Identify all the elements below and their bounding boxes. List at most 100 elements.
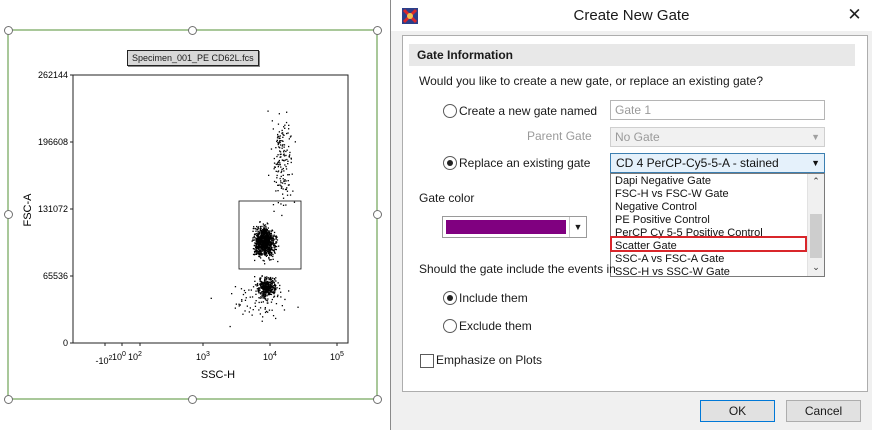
- event-dot: [266, 295, 268, 297]
- replace-existing-label[interactable]: Replace an existing gate: [459, 156, 591, 170]
- parent-gate-select[interactable]: No Gate ▼: [610, 127, 825, 147]
- replace-existing-radio[interactable]: [443, 156, 457, 170]
- event-dot: [262, 294, 264, 296]
- event-dot: [261, 250, 263, 252]
- exclude-radio[interactable]: [443, 319, 457, 333]
- event-dot: [258, 240, 260, 242]
- include-radio[interactable]: [443, 291, 457, 305]
- emphasize-checkbox[interactable]: [420, 354, 434, 368]
- event-dot: [257, 246, 259, 248]
- event-dot: [263, 235, 265, 238]
- event-dot: [278, 161, 280, 163]
- event-dot: [263, 252, 265, 254]
- event-dot: [277, 123, 280, 125]
- event-dot: [261, 275, 263, 277]
- event-dot: [258, 292, 260, 294]
- event-dot: [270, 243, 272, 246]
- resize-handle[interactable]: [4, 210, 13, 219]
- dropdown-item[interactable]: Scatter Gate: [615, 240, 677, 252]
- dropdown-scrollbar[interactable]: ⌃ ⌄: [807, 174, 824, 276]
- event-dot: [268, 294, 270, 296]
- chevron-up-icon[interactable]: ⌃: [812, 176, 820, 186]
- emphasize-label[interactable]: Emphasize on Plots: [436, 353, 543, 367]
- event-dot: [273, 162, 276, 164]
- event-dot: [264, 224, 267, 226]
- resize-handle[interactable]: [4, 395, 13, 404]
- resize-handle[interactable]: [373, 26, 382, 35]
- event-dot: [267, 238, 269, 240]
- event-dot: [260, 285, 262, 287]
- event-dot: [267, 245, 269, 247]
- chevron-down-icon[interactable]: ⌄: [812, 262, 820, 272]
- event-dot: [274, 286, 276, 288]
- event-dot: [272, 279, 274, 282]
- dropdown-item[interactable]: PE Positive Control: [615, 214, 710, 226]
- resize-handle[interactable]: [4, 26, 13, 35]
- event-dot: [261, 247, 264, 249]
- create-new-radio[interactable]: [443, 104, 457, 118]
- event-dot: [282, 178, 284, 180]
- event-dot: [255, 253, 257, 255]
- resize-handle[interactable]: [373, 210, 382, 219]
- event-dot: [280, 156, 282, 158]
- event-dot: [272, 235, 274, 237]
- exclude-label[interactable]: Exclude them: [459, 319, 532, 333]
- event-dot: [258, 287, 260, 289]
- cancel-button[interactable]: Cancel: [786, 400, 861, 422]
- replace-gate-select[interactable]: CD 4 PerCP-Cy5-5-A - stained ▼: [610, 153, 825, 173]
- parent-gate-value: No Gate: [615, 130, 660, 144]
- dropdown-item[interactable]: SSC-A vs FSC-A Gate: [615, 253, 725, 265]
- event-dot: [269, 251, 271, 254]
- event-dot: [270, 253, 272, 255]
- dropdown-item[interactable]: SSC-H vs SSC-W Gate: [615, 266, 730, 277]
- event-dot: [259, 277, 261, 279]
- close-button[interactable]: ✕: [847, 5, 862, 24]
- event-dot: [261, 241, 263, 243]
- create-new-label[interactable]: Create a new gate named: [459, 104, 598, 118]
- dropdown-item[interactable]: Negative Control: [615, 201, 697, 213]
- event-dot: [269, 282, 271, 284]
- resize-handle[interactable]: [188, 395, 197, 404]
- event-dot: [274, 235, 276, 237]
- event-dot: [272, 241, 274, 243]
- event-dot: [276, 239, 279, 241]
- event-dot: [273, 281, 275, 283]
- gate-color-picker[interactable]: ▼: [442, 216, 587, 238]
- gate-dropdown-list[interactable]: Dapi Negative Gate FSC-H vs FSC-W Gate N…: [610, 173, 825, 277]
- event-dot: [273, 282, 275, 284]
- dropdown-item[interactable]: Dapi Negative Gate: [615, 175, 711, 187]
- event-dot: [267, 282, 270, 285]
- scrollbar-thumb[interactable]: [810, 214, 822, 258]
- event-dot: [265, 238, 267, 241]
- chevron-down-icon[interactable]: ▼: [569, 217, 586, 237]
- dot-plot[interactable]: 262144 196608 131072 65536 0 FSC-A -102 …: [0, 0, 390, 430]
- new-gate-name-input[interactable]: Gate 1: [610, 100, 825, 120]
- event-dot: [231, 293, 233, 295]
- include-label[interactable]: Include them: [459, 291, 528, 305]
- event-dot: [268, 233, 270, 235]
- event-dot: [270, 283, 272, 285]
- resize-handle[interactable]: [373, 395, 382, 404]
- event-dot: [275, 277, 277, 279]
- rectangle-gate: [238, 200, 302, 270]
- event-dot: [274, 288, 276, 290]
- event-dot: [267, 235, 270, 237]
- plot-selection-frame[interactable]: [4, 26, 382, 404]
- event-dot: [255, 293, 257, 295]
- resize-handle[interactable]: [188, 26, 197, 35]
- event-dot: [279, 151, 282, 153]
- event-dot: [267, 289, 269, 291]
- replace-gate-value: CD 4 PerCP-Cy5-5-A - stained: [616, 156, 779, 170]
- ok-button[interactable]: OK: [700, 400, 775, 422]
- event-dot: [262, 248, 264, 250]
- event-dot: [278, 131, 280, 133]
- event-dot: [284, 127, 286, 129]
- event-dot: [270, 230, 272, 232]
- event-dot: [235, 303, 237, 305]
- event-dot: [266, 283, 268, 285]
- event-dot: [263, 239, 265, 241]
- event-dot: [272, 128, 274, 130]
- event-dot: [264, 290, 267, 292]
- event-dot: [279, 162, 281, 164]
- dropdown-item[interactable]: FSC-H vs FSC-W Gate: [615, 188, 729, 200]
